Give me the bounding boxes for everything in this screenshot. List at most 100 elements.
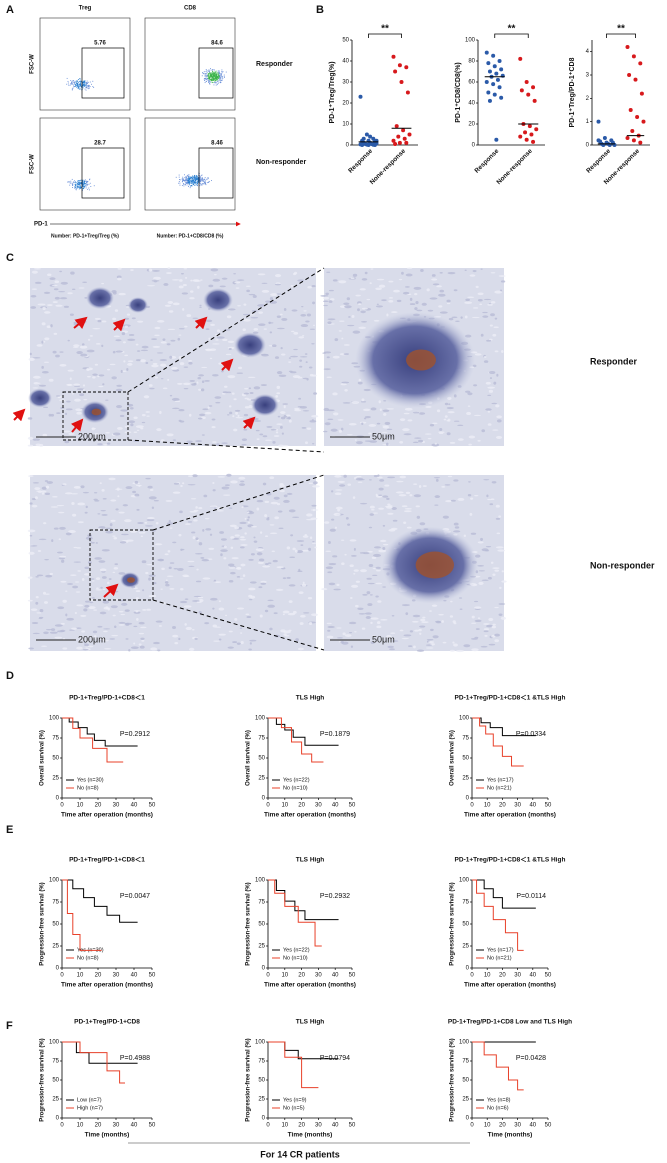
tissue-texture — [276, 385, 281, 389]
tissue-texture — [348, 316, 351, 318]
tissue-texture — [269, 627, 273, 631]
tissue-texture — [108, 477, 116, 481]
flow-event — [84, 85, 85, 87]
flow-event — [73, 81, 75, 83]
tissue-texture — [293, 271, 298, 275]
tissue-texture — [269, 524, 275, 526]
x-tick-label: 50 — [149, 803, 156, 809]
flow-event — [219, 74, 221, 76]
tissue-texture — [349, 596, 353, 599]
data-point — [494, 71, 499, 76]
tissue-texture — [250, 553, 255, 556]
tissue-texture — [270, 501, 279, 505]
flow-event — [221, 76, 223, 78]
flow-event — [195, 176, 197, 178]
flow-event — [71, 178, 73, 180]
tissue-texture — [431, 278, 438, 281]
tissue-texture — [208, 284, 214, 288]
data-point — [524, 137, 529, 142]
flow-event — [76, 83, 78, 85]
tissue-texture — [182, 307, 185, 311]
flow-event — [209, 76, 210, 78]
tissue-texture — [243, 318, 251, 322]
flow-event — [82, 184, 84, 186]
tissue-texture — [405, 491, 411, 495]
tissue-texture — [302, 535, 309, 538]
tissue-texture — [39, 609, 44, 613]
tissue-texture — [341, 337, 344, 340]
flow-event — [208, 81, 210, 83]
flow-event — [219, 73, 221, 75]
tissue-texture — [369, 479, 372, 481]
x-tick-label: 0 — [470, 803, 474, 809]
tissue-texture — [188, 359, 193, 362]
survival-curve — [62, 1041, 125, 1084]
tissue-texture — [184, 623, 187, 626]
tissue-texture — [154, 326, 161, 330]
tissue-texture — [197, 376, 202, 380]
flow-event — [198, 180, 200, 182]
flow-event — [199, 176, 201, 178]
tissue-texture — [271, 550, 276, 553]
tissue-texture — [293, 331, 299, 335]
flow-event — [184, 180, 186, 182]
tissue-texture — [409, 303, 416, 306]
tissue-texture — [202, 528, 205, 532]
zoom-line — [127, 267, 325, 393]
tissue-texture — [155, 522, 159, 525]
tissue-texture — [292, 375, 301, 379]
tissue-texture — [494, 350, 499, 353]
tissue-texture — [474, 619, 482, 623]
tissue-texture — [482, 315, 489, 318]
flow-event — [200, 181, 202, 183]
data-point — [596, 138, 601, 143]
flow-event — [211, 78, 213, 80]
tissue-texture — [170, 339, 176, 342]
flow-event — [82, 83, 84, 85]
flow-event — [69, 181, 71, 183]
tissue-texture — [114, 625, 117, 628]
flow-event — [192, 180, 194, 182]
tissue-texture — [356, 441, 363, 445]
tissue-texture — [98, 385, 104, 388]
tissue-texture — [455, 320, 460, 322]
tissue-texture — [200, 388, 205, 392]
data-point — [529, 132, 534, 137]
tissue-texture — [334, 526, 338, 529]
tissue-texture — [60, 580, 67, 583]
flow-event — [199, 183, 201, 185]
flow-event — [215, 81, 217, 83]
flow-event — [76, 185, 78, 187]
flow-event — [210, 75, 212, 77]
tissue-texture — [402, 428, 410, 432]
tissue-texture — [150, 359, 153, 361]
flow-event — [75, 184, 77, 186]
flow-event — [179, 179, 181, 181]
tissue-texture — [39, 443, 44, 447]
tissue-texture — [487, 386, 496, 389]
tissue-texture — [56, 551, 63, 554]
tissue-texture — [281, 317, 288, 321]
flow-event — [80, 84, 82, 86]
tissue-texture — [245, 285, 251, 287]
tissue-texture — [409, 297, 413, 301]
flow-event — [208, 71, 210, 73]
tissue-texture — [227, 375, 236, 379]
flow-event — [203, 71, 205, 73]
y-tick-label: 10 — [342, 122, 349, 128]
tissue-texture — [244, 406, 250, 409]
tissue-texture — [369, 282, 372, 285]
tissue-texture — [27, 417, 33, 420]
flow-event — [73, 84, 74, 86]
x-axis-label: Time after operation (months) — [464, 982, 556, 989]
tissue-texture — [375, 582, 383, 585]
tissue-texture — [344, 305, 352, 309]
tissue-texture — [171, 279, 180, 281]
tissue-texture — [364, 612, 372, 615]
tissue-texture — [248, 387, 252, 390]
tissue-texture — [332, 279, 338, 282]
flow-event — [195, 182, 197, 183]
flow-event — [67, 181, 69, 183]
tissue-texture — [44, 492, 51, 495]
data-point — [361, 136, 366, 141]
